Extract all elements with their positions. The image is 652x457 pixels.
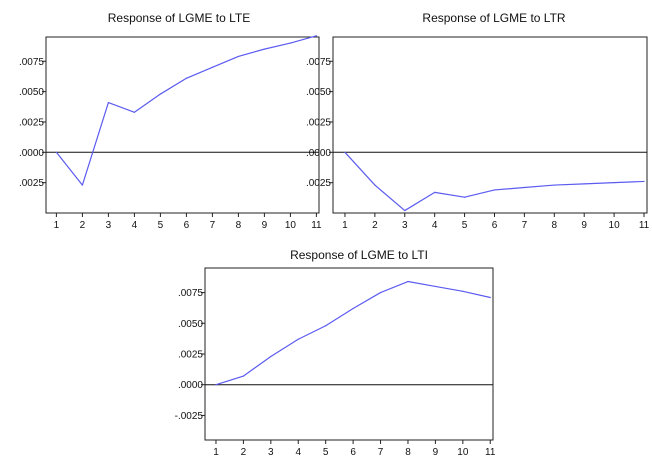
response-point bbox=[242, 375, 244, 377]
response-point bbox=[215, 384, 217, 386]
x-tick-label: 3 bbox=[268, 447, 274, 457]
response-point bbox=[643, 180, 645, 183]
response-point bbox=[263, 48, 265, 50]
chart-panel-1: Response of LGME to LTE .0075 .0050 .0025 .0… bbox=[19, 11, 322, 231]
response-point bbox=[297, 338, 299, 340]
x-tick-label: 10 bbox=[457, 447, 469, 457]
y-tick-label: .0050 bbox=[19, 87, 44, 98]
y-tick-label: .0075 bbox=[19, 57, 44, 68]
response-point bbox=[315, 35, 317, 37]
x-tick-label: 11 bbox=[485, 447, 496, 457]
plot-frame bbox=[332, 36, 648, 214]
x-tick-label: 6 bbox=[184, 220, 190, 231]
response-point bbox=[344, 151, 346, 153]
x-tick-label: 5 bbox=[158, 220, 164, 231]
chart-title: Response of LGME to LTI bbox=[290, 248, 428, 262]
x-tick-label: 2 bbox=[241, 447, 247, 457]
response-point bbox=[55, 151, 58, 153]
x-tick-label: 4 bbox=[432, 220, 438, 231]
x-tick-label: 1 bbox=[54, 220, 60, 231]
impulse-response-line bbox=[215, 280, 491, 386]
plot-frame bbox=[45, 36, 320, 214]
chart-panel-3: Response of LGME to LTI .0075 .0050 .0025 .0… bbox=[175, 248, 496, 457]
chart-title: Response of LGME to LTE bbox=[108, 11, 251, 25]
y-tick-label: -.0025 bbox=[175, 411, 204, 422]
x-tick-label: 10 bbox=[285, 220, 297, 231]
x-tick-label: 4 bbox=[132, 220, 138, 231]
response-point bbox=[374, 184, 376, 186]
x-tick-label: 7 bbox=[378, 447, 384, 457]
x-tick-label: 8 bbox=[552, 220, 558, 231]
response-point bbox=[289, 42, 291, 44]
y-tick-label: .0025 bbox=[19, 178, 44, 189]
y-tick-label: .0000 bbox=[19, 148, 44, 159]
chart-title: Response of LGME to LTR bbox=[422, 11, 566, 25]
y-tick-label: .0000 bbox=[306, 148, 331, 159]
x-tick-label: 3 bbox=[106, 220, 112, 231]
response-point bbox=[407, 280, 409, 283]
x-tick-label: 1 bbox=[213, 447, 219, 457]
x-tick-label: 8 bbox=[405, 447, 411, 457]
y-tick-label: .0025 bbox=[306, 117, 331, 128]
y-tick-label: .0075 bbox=[306, 57, 331, 68]
response-point bbox=[462, 290, 464, 292]
response-point bbox=[352, 307, 354, 310]
response-point bbox=[613, 182, 615, 184]
response-point bbox=[583, 183, 585, 185]
response-point bbox=[404, 209, 406, 212]
response-point bbox=[107, 101, 109, 104]
plot-frame bbox=[204, 267, 494, 441]
x-tick-label: 11 bbox=[311, 220, 322, 231]
response-point bbox=[523, 186, 525, 189]
x-tick-label: 11 bbox=[639, 220, 650, 231]
x-tick-label: 7 bbox=[210, 220, 216, 231]
x-tick-label: 7 bbox=[522, 220, 528, 231]
y-tick-label: .0050 bbox=[178, 319, 203, 330]
impulse-response-line bbox=[55, 35, 317, 186]
y-tick-label: .0050 bbox=[306, 87, 331, 98]
x-tick-label: 8 bbox=[236, 220, 242, 231]
response-point bbox=[325, 325, 327, 327]
x-tick-label: 9 bbox=[581, 220, 587, 231]
y-tick-label: .0025 bbox=[306, 178, 331, 189]
x-tick-label: 2 bbox=[372, 220, 378, 231]
x-tick-label: 2 bbox=[80, 220, 86, 231]
response-point bbox=[493, 189, 496, 191]
chart-panel-2: Response of LGME to LTR .0075 .0050 .0025 .0… bbox=[306, 11, 650, 231]
x-tick-label: 9 bbox=[262, 220, 268, 231]
y-tick-label: .0025 bbox=[19, 117, 44, 128]
response-point bbox=[81, 184, 83, 186]
x-tick-label: 4 bbox=[295, 447, 301, 457]
response-point bbox=[489, 296, 491, 299]
response-point bbox=[379, 291, 382, 294]
response-point bbox=[237, 55, 239, 58]
x-tick-label: 6 bbox=[350, 447, 356, 457]
response-point bbox=[463, 196, 466, 198]
response-point bbox=[434, 285, 436, 288]
response-point bbox=[133, 111, 135, 113]
response-point bbox=[185, 77, 187, 79]
response-point bbox=[211, 66, 213, 68]
x-tick-label: 5 bbox=[462, 220, 468, 231]
x-tick-label: 9 bbox=[433, 447, 439, 457]
x-tick-label: 1 bbox=[342, 220, 348, 231]
impulse-response-line bbox=[344, 151, 645, 212]
x-tick-label: 5 bbox=[323, 447, 329, 457]
x-tick-label: 10 bbox=[609, 220, 621, 231]
x-tick-label: 6 bbox=[492, 220, 498, 231]
y-tick-label: .0025 bbox=[178, 350, 203, 361]
response-point bbox=[553, 184, 555, 186]
y-tick-label: .0075 bbox=[178, 288, 203, 299]
response-point bbox=[270, 355, 272, 358]
response-point bbox=[159, 93, 161, 95]
y-tick-label: .0000 bbox=[178, 380, 203, 391]
x-tick-label: 3 bbox=[402, 220, 408, 231]
response-point bbox=[434, 191, 436, 193]
